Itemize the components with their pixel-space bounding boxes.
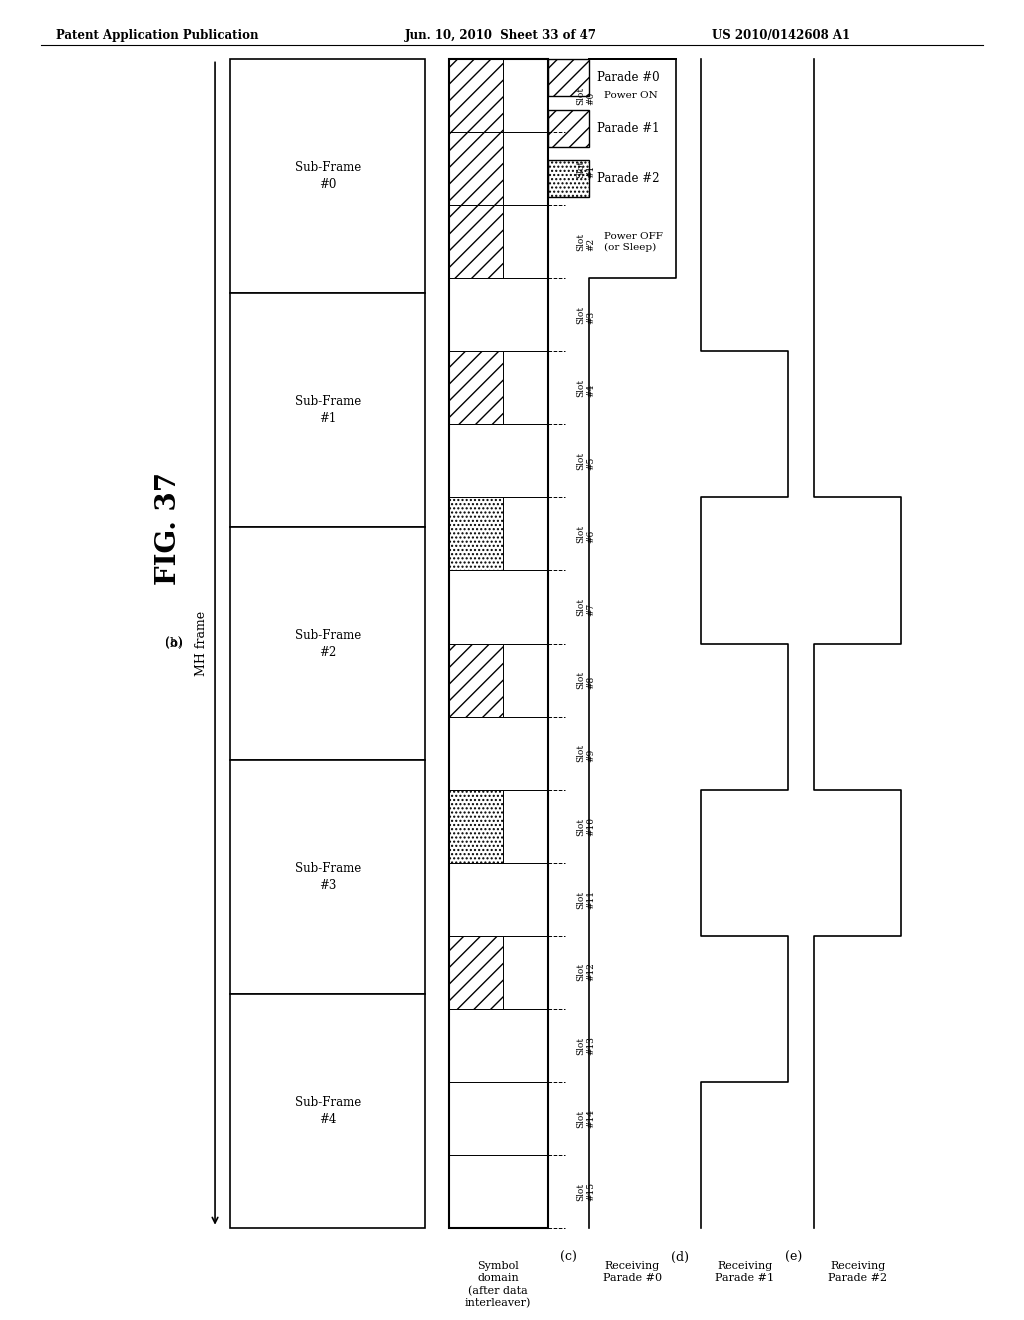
Text: Slot
#8: Slot #8 [577, 671, 595, 689]
Bar [230, 760, 425, 994]
Text: MH frame: MH frame [196, 611, 208, 676]
Bar [449, 936, 503, 1008]
Text: Sub-Frame
#1: Sub-Frame #1 [295, 395, 360, 425]
Text: Sub-Frame
#2: Sub-Frame #2 [295, 628, 360, 659]
Text: Sub-Frame
#0: Sub-Frame #0 [295, 161, 360, 191]
Text: Power ON: Power ON [604, 91, 657, 100]
Text: Slot
#13: Slot #13 [577, 1036, 595, 1055]
Text: (e): (e) [784, 1251, 802, 1265]
Bar [449, 59, 548, 1228]
Bar [449, 570, 548, 644]
Bar [503, 206, 548, 279]
Bar [449, 789, 503, 862]
Bar [449, 498, 503, 570]
Text: Jun. 10, 2010  Sheet 33 of 47: Jun. 10, 2010 Sheet 33 of 47 [404, 29, 596, 42]
Text: Slot
#5: Slot #5 [577, 451, 595, 470]
Text: Symbol
domain
(after data
interleaver): Symbol domain (after data interleaver) [465, 1261, 531, 1308]
Bar [230, 994, 425, 1228]
Text: Slot
#6: Slot #6 [577, 525, 595, 543]
Text: Sub-Frame
#3: Sub-Frame #3 [295, 862, 360, 892]
Text: Slot
#9: Slot #9 [577, 744, 595, 762]
Bar [449, 59, 503, 132]
Text: Receiving
Parade #1: Receiving Parade #1 [716, 1261, 774, 1283]
Bar [449, 1081, 548, 1155]
Text: Slot
#1: Slot #1 [577, 160, 595, 178]
Text: Slot
#7: Slot #7 [577, 598, 595, 616]
Text: Slot
#11: Slot #11 [577, 890, 595, 908]
Bar [449, 279, 548, 351]
Text: Parade #2: Parade #2 [597, 172, 659, 185]
Bar [503, 132, 548, 206]
Bar [449, 717, 548, 789]
Text: Slot
#14: Slot #14 [577, 1109, 595, 1127]
Text: Slot
#12: Slot #12 [577, 962, 595, 982]
Bar [449, 206, 503, 279]
Text: Patent Application Publication: Patent Application Publication [56, 29, 259, 42]
Bar [449, 351, 503, 425]
Bar [548, 160, 589, 197]
Bar [449, 1008, 548, 1081]
Text: Receiving
Parade #2: Receiving Parade #2 [828, 1261, 887, 1283]
Bar [548, 59, 589, 96]
Bar [449, 644, 503, 717]
Text: (c): (c) [560, 1251, 577, 1265]
Text: Power OFF
(or Sleep): Power OFF (or Sleep) [604, 232, 663, 252]
Bar [503, 498, 548, 570]
Text: Receiving
Parade #0: Receiving Parade #0 [603, 1261, 662, 1283]
Bar [503, 789, 548, 862]
Text: FIG. 37: FIG. 37 [156, 471, 182, 585]
Text: Parade #0: Parade #0 [597, 71, 659, 84]
Text: Slot
#0: Slot #0 [577, 87, 595, 106]
Text: Slot
#4: Slot #4 [577, 379, 595, 397]
Text: Slot
#10: Slot #10 [577, 817, 595, 836]
Bar [449, 862, 548, 936]
Text: (b): (b) [165, 638, 183, 649]
Text: Slot
#15: Slot #15 [577, 1181, 595, 1201]
Bar [449, 425, 548, 498]
Bar [503, 936, 548, 1008]
Text: Slot
#3: Slot #3 [577, 306, 595, 323]
Bar [230, 293, 425, 527]
Bar [449, 132, 503, 206]
Text: Slot
#2: Slot #2 [577, 232, 595, 251]
Text: US 2010/0142608 A1: US 2010/0142608 A1 [712, 29, 850, 42]
Bar [230, 59, 425, 293]
Bar [503, 59, 548, 132]
Text: (a): (a) [166, 638, 182, 649]
Bar [230, 527, 425, 760]
Text: Sub-Frame
#4: Sub-Frame #4 [295, 1096, 360, 1126]
Text: Parade #1: Parade #1 [597, 121, 659, 135]
Bar [503, 644, 548, 717]
Bar [449, 1155, 548, 1228]
Bar [548, 110, 589, 147]
Text: (d): (d) [671, 1251, 689, 1265]
Bar [503, 351, 548, 425]
